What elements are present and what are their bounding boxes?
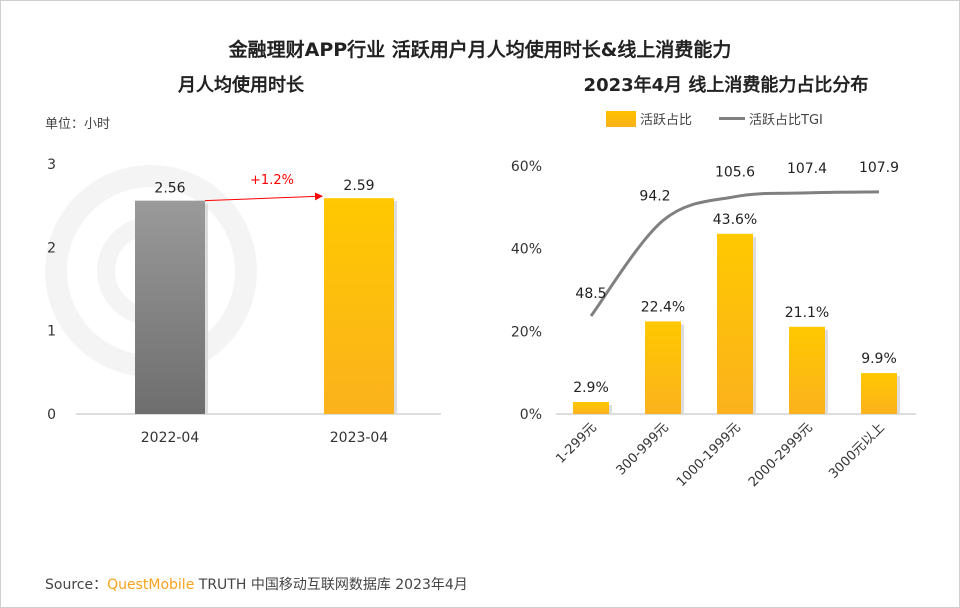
x-tick-label: 2022-04 bbox=[141, 430, 200, 446]
bar-data-label: 43.6% bbox=[713, 212, 757, 228]
source-brand: QuestMobile bbox=[107, 577, 195, 593]
growth-arrow bbox=[204, 192, 323, 202]
x-tick-label: 2000-2999元 bbox=[746, 420, 816, 490]
x-tick-label: 1000-1999元 bbox=[674, 420, 744, 490]
source-note: Source：QuestMobile TRUTH 中国移动互联网数据库 2023… bbox=[45, 574, 468, 594]
x-tick-label: 2023-04 bbox=[330, 430, 389, 446]
tgi-line bbox=[589, 190, 880, 317]
unit-label: 单位：小时 bbox=[45, 117, 111, 132]
x-tick-label: 300-999元 bbox=[614, 420, 672, 478]
y-tick-label: 2 bbox=[47, 240, 56, 256]
bar-data-label: 22.4% bbox=[641, 299, 685, 315]
right-chart-title: 2023年4月 线上消费能力占比分布 bbox=[583, 75, 869, 96]
y-tick-label: 40% bbox=[511, 242, 542, 258]
tgi-data-label: 107.9 bbox=[859, 160, 899, 176]
bar-2000-2999元 bbox=[789, 326, 825, 414]
bar-300-999元 bbox=[645, 321, 681, 414]
tgi-data-label: 105.6 bbox=[715, 165, 755, 181]
legend-bar: 活跃占比 bbox=[606, 109, 692, 128]
bar-1000-1999元 bbox=[717, 233, 753, 414]
legend-bar-label: 活跃占比 bbox=[640, 113, 693, 128]
x-tick-label: 3000元以上 bbox=[826, 420, 888, 482]
bar-data-label: 9.9% bbox=[861, 351, 897, 367]
y-tick-label: 0% bbox=[520, 407, 542, 423]
data-label: 2.59 bbox=[343, 178, 374, 194]
legend-bar-swatch bbox=[606, 110, 636, 127]
bar-2022-04 bbox=[135, 200, 205, 414]
legend-line-label: 活跃占比TGI bbox=[749, 113, 823, 128]
data-label: 2.56 bbox=[154, 181, 185, 197]
page-title: 金融理财APP行业 活跃用户月人均使用时长&线上消费能力 bbox=[228, 39, 732, 61]
bar-1-299元 bbox=[573, 402, 609, 414]
legend-line: 活跃占比TGI bbox=[719, 109, 823, 128]
legend-line-swatch bbox=[719, 117, 745, 120]
y-tick-label: 1 bbox=[47, 324, 56, 340]
source-rest: TRUTH 中国移动互联网数据库 2023年4月 bbox=[198, 577, 468, 593]
y-tick-label: 60% bbox=[511, 159, 542, 175]
y-tick-label: 0 bbox=[47, 407, 56, 423]
bar-2023-04 bbox=[324, 198, 394, 414]
bar-data-label: 2.9% bbox=[573, 380, 609, 396]
tgi-data-label: 94.2 bbox=[639, 188, 670, 204]
tgi-data-label: 107.4 bbox=[787, 161, 827, 177]
x-tick-label: 1-299元 bbox=[553, 420, 600, 467]
source-prefix: Source： bbox=[45, 577, 108, 593]
y-tick-label: 3 bbox=[47, 157, 56, 173]
bar-data-label: 21.1% bbox=[785, 305, 829, 321]
growth-annotation: +1.2% bbox=[250, 173, 294, 188]
bar-3000元以上 bbox=[861, 373, 897, 414]
y-tick-label: 20% bbox=[511, 324, 542, 340]
left-chart-title: 月人均使用时长 bbox=[178, 75, 304, 96]
tgi-data-label: 48.5 bbox=[575, 286, 606, 302]
